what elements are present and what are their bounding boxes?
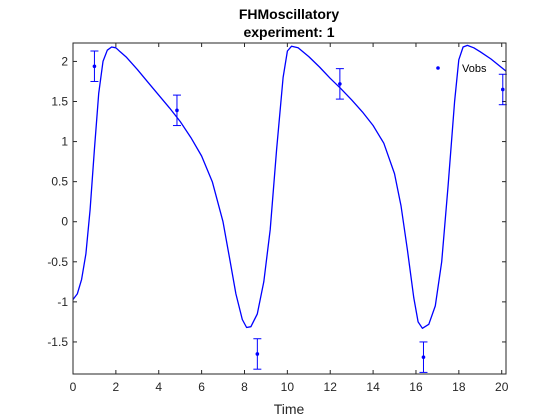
y-tick-label-7: 2 — [61, 54, 68, 68]
simulated-curve — [72, 44, 507, 329]
y-tick-label-6: 1.5 — [51, 95, 68, 109]
x-tick-label-1: 2 — [113, 380, 120, 394]
legend-label-vobs: Vobs — [462, 63, 487, 75]
x-tick-label-4: 8 — [241, 380, 248, 394]
series-layer — [72, 44, 507, 373]
x-tick-label-0: 0 — [70, 380, 77, 394]
x-tick-label-8: 16 — [409, 380, 423, 394]
legend: Vobs — [436, 63, 487, 75]
x-tick-label-3: 6 — [198, 380, 205, 394]
axis-ticks — [72, 43, 506, 374]
x-tick-label-9: 18 — [452, 380, 466, 394]
errorbar-point-4 — [419, 341, 428, 373]
x-tick-label-2: 4 — [155, 380, 162, 394]
y-tick-label-2: -0.5 — [47, 255, 68, 269]
y-tick-label-4: 0.5 — [51, 175, 68, 189]
x-tick-label-6: 12 — [324, 380, 338, 394]
x-axis-label: Time — [274, 401, 305, 417]
x-tick-label-10: 20 — [495, 380, 509, 394]
y-tick-label-5: 1 — [61, 135, 68, 149]
legend-marker-vobs — [436, 66, 440, 70]
y-tick-label-0: -1.5 — [47, 335, 68, 349]
chart-title-line1: FHMoscillatory — [239, 6, 340, 22]
plot-area — [73, 43, 506, 374]
plot-frame — [72, 42, 507, 375]
errorbar-point-3 — [335, 68, 344, 100]
x-tick-label-5: 10 — [281, 380, 295, 394]
errorbar-point-0 — [90, 50, 99, 82]
y-tick-label-1: -1 — [57, 295, 68, 309]
y-tick-label-3: 0 — [61, 215, 68, 229]
errorbar-point-2 — [253, 338, 262, 370]
errorbar-point-5 — [498, 73, 507, 106]
chart-title-line2: experiment: 1 — [243, 24, 334, 40]
errorbar-point-1 — [172, 94, 181, 127]
x-tick-label-7: 14 — [366, 380, 380, 394]
axis-tick-labels: 0 2 4 6 8 10 12 14 16 18 20 -1.5 -1 -0.5 0 0.5 1 1.5 2 — [47, 54, 508, 394]
